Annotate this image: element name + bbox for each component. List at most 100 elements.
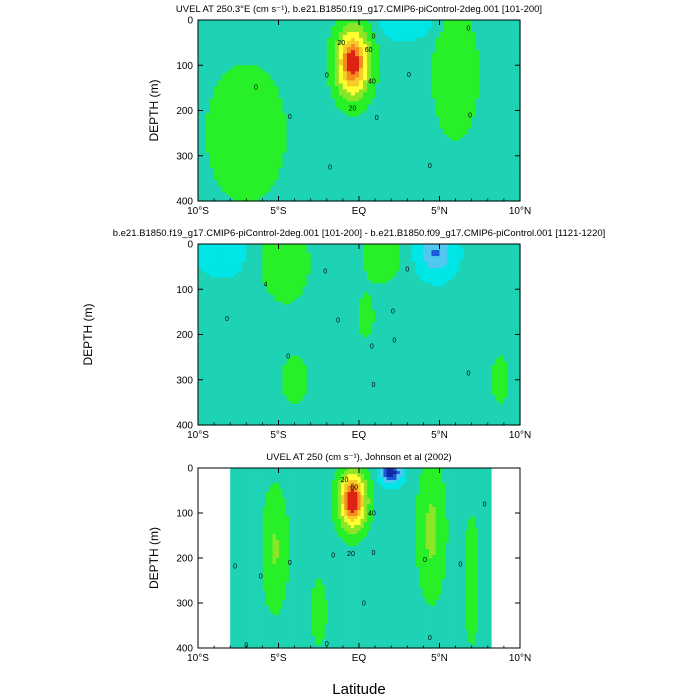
contour-cell [266, 41, 272, 45]
contour-cell [246, 56, 251, 60]
contour-cell [266, 56, 272, 60]
contour-cell [294, 50, 300, 54]
contour-cell [270, 44, 276, 48]
contour-cell [238, 185, 243, 190]
contour-cell [218, 56, 223, 60]
contour-cell [254, 107, 259, 112]
contour-cell [266, 107, 272, 112]
contour-cell [206, 188, 211, 193]
contour-cell [198, 158, 203, 163]
contour-cell [274, 86, 280, 90]
contour-cell [230, 176, 235, 181]
contour-cell [226, 44, 231, 48]
contour-cell [246, 95, 251, 100]
contour-cell [290, 23, 296, 27]
contour-cell [210, 56, 215, 60]
contour-cell [238, 161, 243, 166]
y-axis-label: DEPTH (m) [147, 80, 161, 142]
contour-cell [202, 131, 207, 136]
contour-cell [222, 35, 227, 39]
contour-cell [206, 119, 211, 124]
contour-cell [210, 35, 215, 39]
contour-cell [282, 56, 288, 60]
contour-cell [250, 77, 255, 81]
contour-cell [286, 194, 292, 199]
contour-cell [286, 35, 292, 39]
contour-cell [198, 155, 203, 160]
contour-cell [286, 182, 292, 187]
contour-cell [250, 62, 255, 66]
contour-cell [210, 44, 215, 48]
contour-cell [290, 83, 296, 87]
contour-cell [266, 131, 272, 136]
contour-cell [282, 41, 288, 45]
contour-cell [250, 47, 255, 51]
contour-cell [254, 47, 259, 51]
contour-cell [250, 50, 255, 54]
contour-cell [274, 101, 280, 106]
contour-cell [250, 65, 255, 69]
contour-cell [218, 95, 223, 100]
contour-cell [270, 41, 276, 45]
contour-cell [294, 128, 300, 133]
contour-cell [226, 176, 231, 181]
contour-cell [270, 92, 276, 97]
contour-cell [198, 80, 203, 84]
contour-cell [202, 119, 207, 124]
contour-cell [274, 143, 280, 148]
contour-cell [286, 110, 292, 115]
contour-cell [234, 113, 239, 118]
contour-cell [258, 194, 263, 199]
contour-cell [282, 68, 288, 72]
contour-cell [286, 23, 292, 27]
contour-cell [246, 194, 251, 199]
contour-cell [278, 26, 284, 30]
contour-cell [230, 92, 235, 97]
contour-cell [290, 86, 296, 90]
contour-cell [202, 104, 207, 109]
contour-cell [262, 71, 268, 75]
contour-cell [230, 125, 235, 130]
contour-cell [270, 170, 276, 175]
contour-cell [206, 194, 211, 199]
contour-cell [274, 92, 280, 97]
contour-cell [294, 146, 300, 151]
contour-cell [258, 95, 263, 100]
contour-cell [206, 125, 211, 130]
contour-cell [278, 77, 284, 81]
contour-cell [206, 38, 211, 42]
contour-cell [218, 65, 223, 69]
contour-cell [250, 164, 255, 169]
contour-cell [282, 179, 288, 184]
contour-cell [230, 155, 235, 160]
contour-cell [238, 98, 243, 103]
contour-cell [234, 53, 239, 57]
contour-cell [250, 29, 255, 33]
contour-cell [282, 77, 288, 81]
contour-cell [266, 170, 272, 175]
contour-cell [206, 143, 211, 148]
contour-cell [286, 164, 292, 169]
contour-cell [246, 161, 251, 166]
contour-cell [250, 110, 255, 115]
contour-cell [238, 116, 243, 121]
contour-cell [202, 74, 207, 78]
contour-cell [222, 20, 227, 24]
contour-cell [282, 158, 288, 163]
contour-cell [274, 119, 280, 124]
contour-cell [270, 185, 276, 190]
contour-cell [206, 47, 211, 51]
contour-cell [270, 23, 276, 27]
contour-cell [222, 152, 227, 157]
contour-cell [294, 134, 300, 139]
contour-cell [246, 182, 251, 187]
contour-cell [254, 167, 259, 172]
contour-cell [270, 71, 276, 75]
contour-cell [238, 62, 243, 66]
contour-cell [230, 110, 235, 115]
contour-cell [270, 131, 276, 136]
contour-cell [294, 44, 300, 48]
contour-cell [290, 110, 296, 115]
contour-cell [290, 143, 296, 148]
contour-cell [262, 74, 268, 78]
